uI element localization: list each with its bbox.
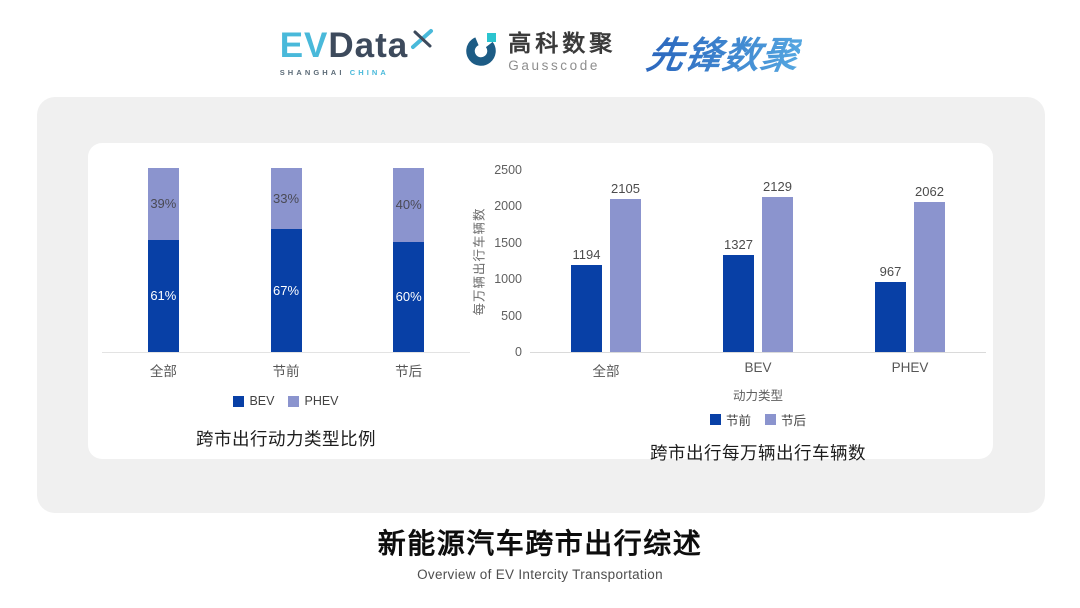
- grouped-x-categories: 全部 BEV PHEV: [530, 360, 986, 380]
- grouped-plot-area: 1194 2105 1327 2129 967 2062: [530, 170, 986, 353]
- grouped-legend: 节前 节后: [530, 410, 986, 429]
- stacked-legend: BEV PHEV: [102, 394, 470, 408]
- category-label: 节前: [272, 364, 300, 379]
- bar-value-label: 1194: [572, 247, 601, 263]
- evdata-ev-text: EV: [279, 25, 329, 65]
- category-label: BEV: [744, 360, 772, 375]
- bar-group: 967 2062: [834, 170, 986, 352]
- grouped-main: 1194 2105 1327 2129 967 2062 全部 BEV PHEV 动力类型 节…: [530, 143, 986, 465]
- gausscode-cn-text: 高科数聚: [508, 30, 617, 57]
- gausscode-text: 高科数聚 Gausscode: [508, 30, 617, 73]
- stacked-bar: 39% 61%: [147, 168, 179, 352]
- evdata-shanghai-text: SHANGHAI: [279, 67, 345, 77]
- y-tick-label: 2000: [494, 199, 522, 214]
- bar-with-label: 967: [875, 264, 906, 352]
- bar-节后: [762, 197, 793, 352]
- stacked-plot-area: 39% 61% 33% 67% 40% 60%: [102, 168, 470, 353]
- bar-segment-bev: 60%: [393, 241, 425, 352]
- stacked-bar: 33% 67%: [270, 168, 302, 352]
- bar-column: 39% 61%: [102, 168, 225, 352]
- gausscode-en-text: Gausscode: [508, 57, 600, 73]
- gausscode-g-icon: [466, 31, 499, 72]
- bar-value-label: 1327: [724, 237, 753, 253]
- trips-per-10k-chart: 每万辆出行车辆数 0 500 1000 1500 2000 2500 1194 2105 13…: [470, 143, 986, 465]
- evdata-logo: EV Data SHANGHAI CHINA: [280, 28, 435, 77]
- chart-panel: 39% 61% 33% 67% 40% 60% 全部 节前 节后 BEV PHEV 跨市出行动力…: [88, 143, 993, 463]
- category-label: PHEV: [891, 360, 929, 375]
- evdata-china-text: CHINA: [349, 67, 389, 77]
- bar-with-label: 1327: [723, 237, 754, 352]
- bar-节后: [914, 201, 945, 352]
- bar-value-label: 2062: [915, 183, 944, 199]
- bar-with-label: 2062: [914, 184, 945, 352]
- category-label: 全部: [149, 364, 177, 379]
- category-label: 全部: [592, 364, 620, 379]
- evdata-data-text: Data: [328, 25, 409, 65]
- page-title: 新能源汽车跨市出行综述: [377, 528, 703, 559]
- y-tick-label: 1000: [494, 272, 522, 287]
- bar-节前: [571, 265, 602, 352]
- gausscode-logo: 高科数聚 Gausscode: [466, 30, 617, 73]
- category-label: 节后: [395, 364, 423, 379]
- y-axis-title: 每万辆出行车辆数: [472, 206, 487, 316]
- bar-segment-phev: 33%: [270, 168, 302, 229]
- bar-节前: [875, 281, 906, 352]
- bar-value-label: 2105: [611, 180, 640, 196]
- footer: 新能源汽车跨市出行综述 Overview of EV Intercity Tra…: [0, 528, 1080, 582]
- y-tick-label: 500: [501, 308, 522, 323]
- y-tick-label: 2500: [494, 163, 522, 177]
- bar-segment-phev: 39%: [147, 168, 179, 240]
- bar-segment-bev: 61%: [147, 239, 179, 352]
- bar-value-label: 2129: [763, 179, 792, 195]
- bar-column: 40% 60%: [347, 168, 470, 352]
- legend-item: 节前: [709, 410, 751, 429]
- legend-label: 节后: [781, 414, 807, 428]
- bar-column: 33% 67%: [225, 168, 348, 352]
- bar-with-label: 1194: [571, 247, 602, 352]
- bar-value-label: 967: [879, 263, 902, 279]
- grouped-chart-title: 跨市出行每万辆出行车辆数: [650, 443, 866, 463]
- stacked-x-categories: 全部 节前 节后: [102, 360, 470, 380]
- bar-节前: [723, 255, 754, 352]
- evdata-wordmark: EV Data: [280, 28, 435, 63]
- legend-swatch: [288, 395, 300, 407]
- stacked-chart-title: 跨市出行动力类型比例: [196, 429, 376, 449]
- bar-group: 1194 2105: [530, 170, 682, 352]
- y-axis-ticks: 0 500 1000 1500 2000 2500: [486, 163, 530, 359]
- bar-group: 1327 2129: [682, 170, 834, 352]
- y-tick-label: 0: [515, 345, 522, 359]
- legend-label: PHEV: [304, 394, 339, 408]
- legend-item: 节后: [765, 410, 806, 429]
- stacked-bar: 40% 60%: [393, 168, 425, 352]
- bar-节后: [610, 198, 641, 352]
- bar-with-label: 2129: [762, 179, 793, 352]
- evdata-subtitle: SHANGHAI CHINA: [280, 68, 389, 77]
- page-subtitle: Overview of EV Intercity Transportation: [417, 567, 663, 583]
- legend-label: BEV: [249, 394, 275, 408]
- legend-label: 节前: [725, 414, 751, 428]
- power-type-ratio-chart: 39% 61% 33% 67% 40% 60% 全部 节前 节后 BEV PHEV 跨市出行动力…: [102, 143, 470, 451]
- legend-swatch: [709, 414, 721, 425]
- y-tick-label: 1500: [494, 235, 522, 250]
- legend-swatch: [233, 395, 245, 407]
- bar-segment-bev: 67%: [270, 228, 302, 352]
- legend-item: BEV: [233, 394, 274, 408]
- legend-item: PHEV: [288, 394, 339, 408]
- bar-with-label: 2105: [610, 181, 641, 352]
- report-card: 39% 61% 33% 67% 40% 60% 全部 节前 节后 BEV PHEV 跨市出行动力…: [37, 97, 1045, 513]
- bar-segment-phev: 40%: [393, 168, 425, 242]
- pioneer-logo: 先锋数聚: [644, 25, 806, 79]
- evdata-star-icon: [410, 21, 434, 56]
- legend-swatch: [765, 414, 776, 425]
- logo-bar: EV Data SHANGHAI CHINA 高科数聚 Gausscode 先锋数…: [0, 20, 1080, 84]
- x-axis-title: 动力类型: [732, 389, 783, 403]
